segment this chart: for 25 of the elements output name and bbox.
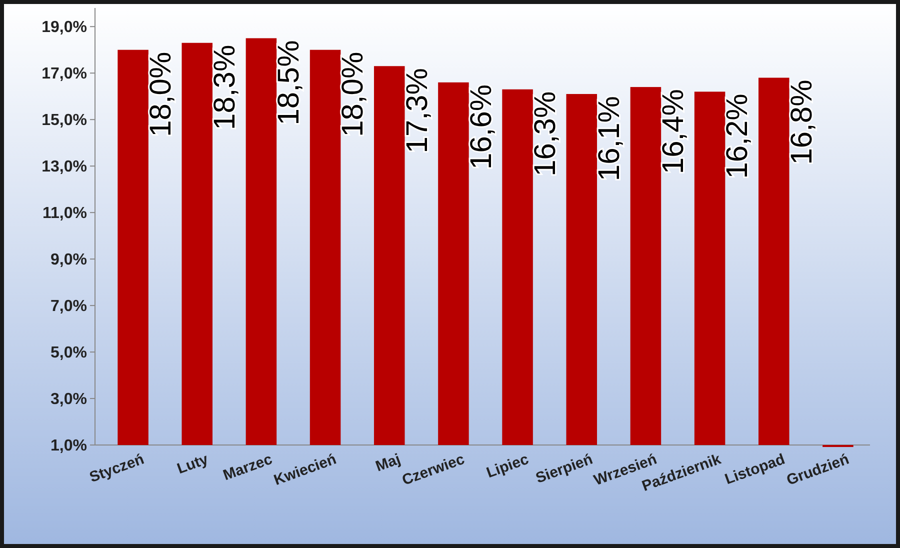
y-tick-label: 5,0% bbox=[50, 344, 87, 362]
data-label: 18,0% bbox=[144, 52, 178, 137]
y-tick-label: 13,0% bbox=[42, 158, 87, 176]
data-label: 18,3% bbox=[208, 44, 242, 130]
y-tick-label: 19,0% bbox=[42, 19, 87, 36]
data-label: 17,3% bbox=[400, 68, 434, 154]
data-label: 18,0% bbox=[336, 52, 370, 137]
x-tick-label: Lipiec bbox=[484, 450, 531, 482]
y-tick-label: 11,0% bbox=[42, 205, 87, 222]
data-label: 18,5% bbox=[272, 40, 306, 126]
y-tick-label: 15,0% bbox=[42, 112, 87, 130]
data-label: 16,8% bbox=[785, 80, 818, 165]
data-label: 16,3% bbox=[528, 91, 562, 176]
data-label: 16,6% bbox=[464, 84, 498, 170]
x-tick-label: Luty bbox=[174, 450, 212, 478]
x-tick-label: Marzec bbox=[220, 450, 275, 484]
y-tick-label: 9,0% bbox=[50, 252, 87, 269]
data-label: 16,1% bbox=[593, 96, 626, 182]
y-tick-label: 3,0% bbox=[50, 391, 87, 408]
y-tick-label: 7,0% bbox=[50, 298, 87, 316]
y-tick-label: 17,0% bbox=[42, 66, 87, 83]
data-label: 16,2% bbox=[721, 94, 754, 179]
x-tick-label: Maj bbox=[373, 450, 403, 476]
data-label: 16,4% bbox=[657, 89, 690, 174]
y-tick-label: 1,0% bbox=[50, 438, 87, 455]
